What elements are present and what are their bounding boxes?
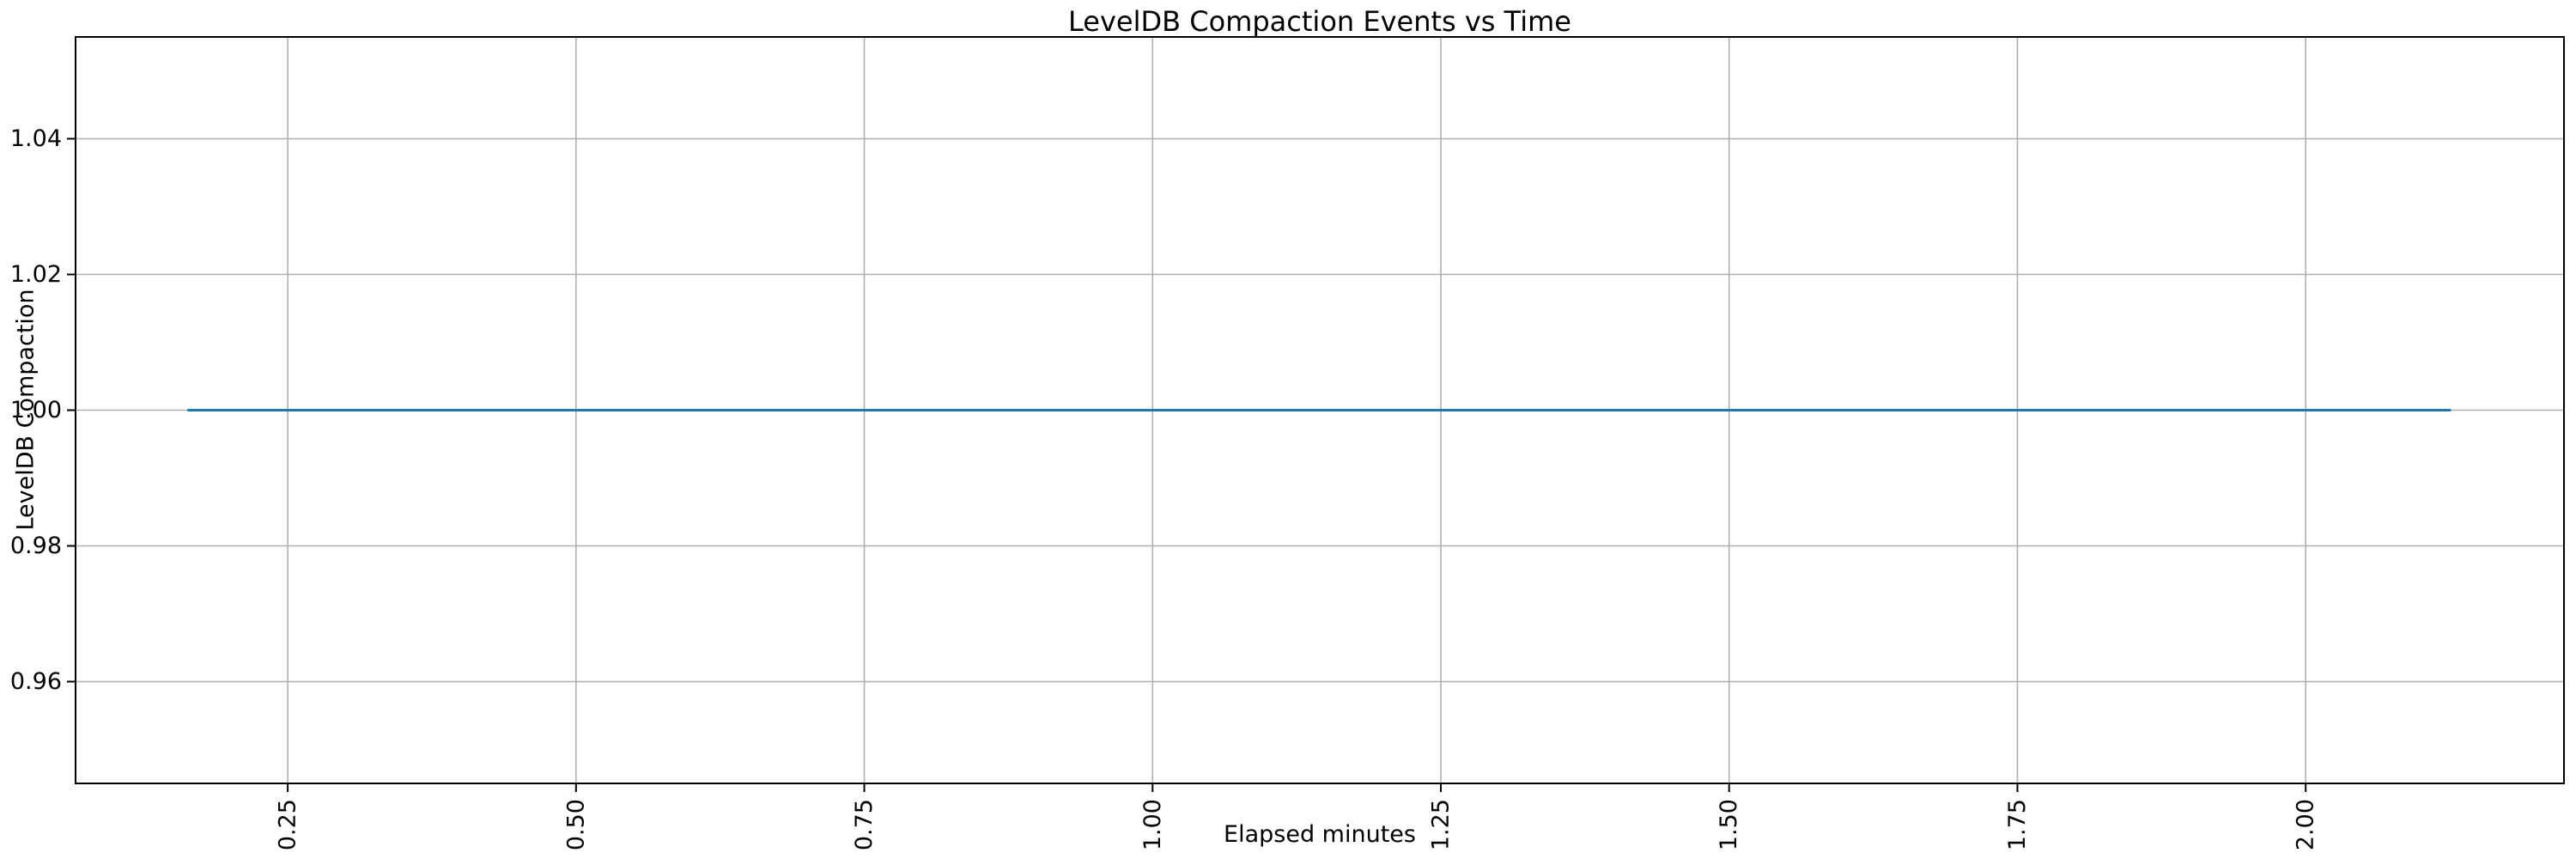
y-axis-label: LevelDB Compaction: [12, 289, 39, 531]
y-tick-label: 0.96: [10, 668, 62, 695]
y-tick-label: 1.02: [10, 261, 62, 288]
x-tick-label: 2.00: [2293, 799, 2319, 850]
x-tick-label: 0.50: [562, 799, 589, 850]
x-axis-label: Elapsed minutes: [1224, 821, 1416, 848]
x-tick-label: 1.00: [1139, 799, 1166, 850]
x-tick-label: 0.75: [851, 799, 878, 850]
chart-title: LevelDB Compaction Events vs Time: [1068, 5, 1571, 38]
x-tick-label: 1.75: [2004, 799, 2031, 850]
y-tick-label: 1.04: [10, 125, 62, 152]
y-tick-label: 1.00: [10, 397, 62, 423]
x-tick-label: 1.25: [1428, 799, 1455, 850]
x-tick-label: 0.25: [275, 799, 301, 850]
x-tick-label: 1.50: [1716, 799, 1742, 850]
y-tick-label: 0.98: [10, 533, 62, 559]
